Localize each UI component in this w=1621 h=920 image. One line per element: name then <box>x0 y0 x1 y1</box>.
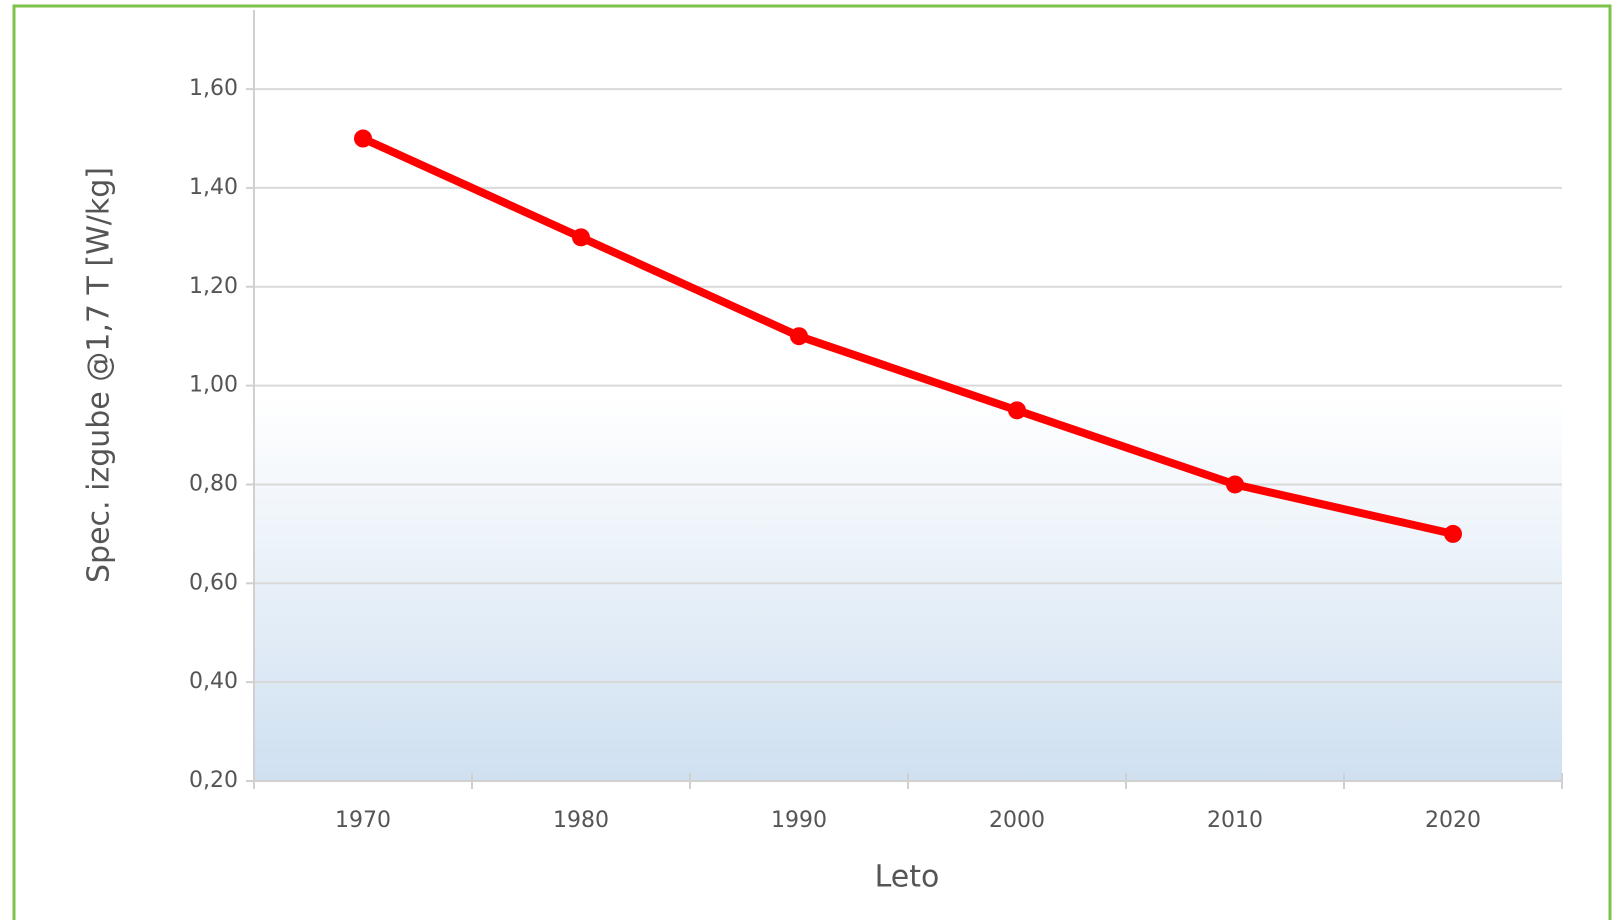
y-tick-label: 0,40 <box>189 669 238 694</box>
marker <box>354 129 372 148</box>
plot-background <box>254 10 1562 781</box>
x-tick-label: 1970 <box>335 808 391 833</box>
y-tick-label: 0,80 <box>189 471 238 496</box>
x-tick-label: 2000 <box>989 808 1045 833</box>
marker <box>790 327 808 346</box>
line <box>361 134 1454 538</box>
marker <box>572 228 590 247</box>
x-axis-title: Leto <box>875 860 940 895</box>
y-tick-label: 1,60 <box>189 76 238 101</box>
y-tick-label: 0,20 <box>189 768 238 793</box>
x-tick-label: 1980 <box>553 808 609 833</box>
x-tick-label: 2020 <box>1425 808 1481 833</box>
x-tick-label: 1990 <box>771 808 827 833</box>
y-tick-label: 1,40 <box>189 175 238 200</box>
frame <box>12 4 1612 920</box>
x-tick-label: 2010 <box>1207 808 1263 833</box>
marker <box>1444 524 1462 543</box>
y-tick-label: 1,00 <box>189 373 238 398</box>
y-tick-label: 1,20 <box>189 274 238 299</box>
y-axis-title: Spec. izgube @1,7 T [W/kg] <box>82 167 117 583</box>
y-tick-label: 0,60 <box>189 570 238 595</box>
marker <box>1008 401 1026 420</box>
marker <box>1226 475 1244 494</box>
